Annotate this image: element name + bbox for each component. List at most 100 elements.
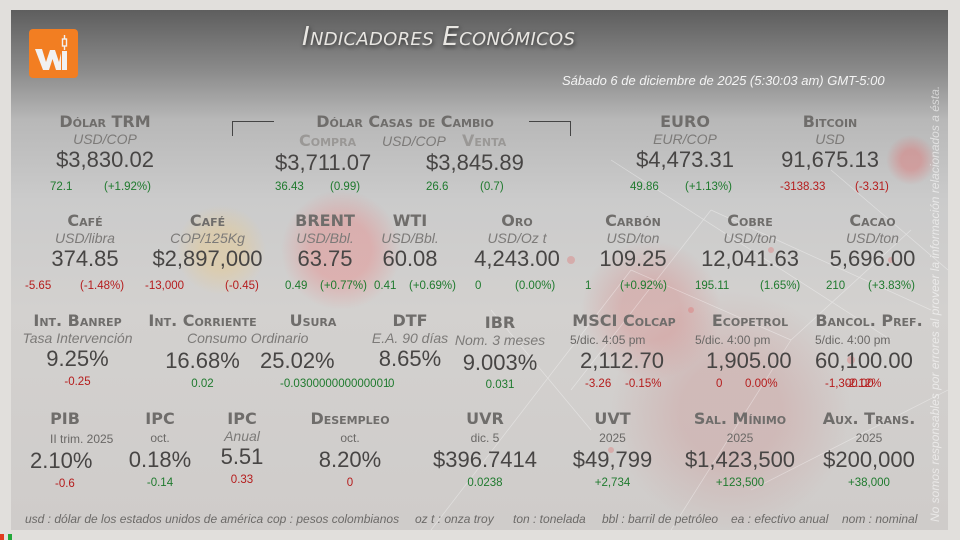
cafe-usd-change: -5.65 xyxy=(25,280,52,292)
indicator-title: Int. Corriente xyxy=(148,311,257,330)
venta-label: Venta xyxy=(462,131,507,150)
indicator-subtitle: Tasa Intervención xyxy=(22,330,133,346)
compra-change: 36.43 xyxy=(275,181,304,193)
indicator-title: PIB xyxy=(50,409,80,428)
oro-pct: (0.00%) xyxy=(515,280,556,292)
cafe-usd-pct: (-1.48%) xyxy=(80,280,125,292)
trm-change: 72.1 xyxy=(50,181,73,193)
indicator-subtitle: oct. xyxy=(340,431,360,445)
wi-logo-icon xyxy=(29,29,78,78)
indicator-subtitle: USD/ton xyxy=(723,230,777,246)
indicator-euro[interactable]: EURO EUR/COP $4,473.31 xyxy=(620,113,750,173)
indicator-subtitle: USD/ton xyxy=(606,230,660,246)
indicator-title: Bitcoin xyxy=(802,112,858,131)
indicator-cobre[interactable]: Cobre USD/ton 12,041.63 xyxy=(690,212,810,272)
indicator-title: IPC xyxy=(227,409,257,428)
indicator-cafe-usd[interactable]: Café USD/libra 374.85 xyxy=(20,212,150,272)
indicator-dtf[interactable]: DTF E.A. 90 días 8.65% xyxy=(360,312,460,372)
indicator-bitcoin[interactable]: Bitcoin USD 91,675.13 xyxy=(765,113,895,173)
indicator-ipc[interactable]: IPC oct. 0.18% -0.14 xyxy=(120,410,200,490)
indicator-change: +2,734 xyxy=(594,477,631,489)
indicator-change: 0.0238 xyxy=(467,477,503,489)
indicator-title: Usura xyxy=(289,311,337,330)
pib-value: 2.10% xyxy=(30,448,93,473)
indicator-desempleo[interactable]: Desempleo oct. 8.20% 0 xyxy=(295,410,405,490)
indicator-brent[interactable]: BRENT USD/Bbl. 63.75 xyxy=(285,212,365,272)
indicator-cacao[interactable]: Cacao USD/ton 5,696.00 xyxy=(815,212,930,272)
indicator-subtitle: dic. 5 xyxy=(470,431,500,445)
indicator-value: 109.25 xyxy=(599,246,667,271)
indicator-subtitle: Anual xyxy=(224,428,260,444)
indicator-value: $3,830.02 xyxy=(56,147,154,172)
indicator-msci-colcap[interactable]: MSCI Colcap xyxy=(565,312,683,330)
compra-value[interactable]: $3,711.07 xyxy=(275,150,372,175)
indicator-int-corriente[interactable]: Int. Corriente xyxy=(140,312,265,330)
pib-change: -0.6 xyxy=(55,478,75,490)
dtf-change: 0 xyxy=(388,378,395,390)
indicator-title: Aux. Trans. xyxy=(822,409,916,428)
indicator-salario-minimo[interactable]: Sal. Mínimo 2025 $1,423,500 +123,500 xyxy=(675,410,805,490)
indicator-subtitle: 2025 xyxy=(855,431,883,445)
indicator-usura[interactable]: Usura xyxy=(258,312,368,330)
indicator-subtitle: USD xyxy=(815,131,845,147)
indicator-value: 16.68% xyxy=(165,348,240,373)
indicator-change: -0.25 xyxy=(64,376,91,388)
indicator-subtitle: USD/Oz t xyxy=(487,230,547,246)
indicator-bancol-pref[interactable]: Bancol. Pref. xyxy=(810,312,928,330)
compra-label: Compra xyxy=(299,131,357,150)
carbon-change: 1 xyxy=(585,280,592,292)
indicator-carbon[interactable]: Carbón USD/ton 109.25 xyxy=(578,212,688,272)
indicator-oro[interactable]: Oro USD/Oz t 4,243.00 xyxy=(462,212,572,272)
indicator-pib[interactable]: PIB xyxy=(25,410,105,428)
indicator-title: Bancol. Pref. xyxy=(815,311,923,330)
indicator-value: $200,000 xyxy=(823,447,915,472)
indicator-title: MSCI Colcap xyxy=(572,311,676,330)
ecopetrol-pct: 0.00% xyxy=(745,378,778,390)
indicator-title: BRENT xyxy=(295,211,355,230)
bancol-value: 60,100.00 xyxy=(815,348,913,373)
indicator-change: 0.031 xyxy=(485,379,515,391)
indicator-subtitle: 2025 xyxy=(599,431,626,445)
indicator-title: Cobre xyxy=(727,211,773,230)
indicator-title: Café xyxy=(189,211,226,230)
venta-pct: (0.7) xyxy=(480,181,504,193)
status-marker-green xyxy=(8,534,12,540)
indicator-title: Desempleo xyxy=(310,409,390,428)
bancol-change: -1,300.00 xyxy=(825,378,874,390)
cobre-change: 195.11 xyxy=(695,280,730,292)
oro-change: 0 xyxy=(475,280,482,292)
indicator-ipc-anual[interactable]: IPC Anual 5.51 0.33 xyxy=(202,410,282,487)
corriente-value-cell: 16.68% 0.02 xyxy=(140,348,265,391)
indicator-value: 8.65% xyxy=(378,346,442,371)
indicator-value: $396.7414 xyxy=(433,447,537,472)
indicator-value: 5,696.00 xyxy=(829,246,916,271)
indicator-subtitle: COP/125Kg xyxy=(170,230,245,246)
indicator-uvr[interactable]: UVR dic. 5 $396.7414 0.0238 xyxy=(425,410,545,490)
indicator-wti[interactable]: WTI USD/Bbl. 60.08 xyxy=(370,212,450,272)
indicator-ecopetrol[interactable]: Ecopetrol xyxy=(695,312,805,330)
indicator-subtitle: USD/Bbl. xyxy=(296,230,354,246)
indicator-title: Café xyxy=(67,211,103,230)
indicator-cafe-cop[interactable]: Café COP/125Kg $2,897,000 xyxy=(140,212,275,272)
indicator-title: EURO xyxy=(660,112,710,131)
corriente-subtitle: Consumo Ordinario xyxy=(187,330,309,346)
indicator-uvt[interactable]: UVT 2025 $49,799 +2,734 xyxy=(555,410,670,490)
indicator-title: IPC xyxy=(145,409,175,428)
indicator-title: UVR xyxy=(466,409,504,428)
indicator-dolar-casas-title: Dólar Casas de Cambio xyxy=(280,113,530,131)
indicator-title: Carbón xyxy=(605,211,661,230)
bracket-right xyxy=(529,121,571,136)
legend-cop: cop : pesos colombianos xyxy=(267,512,400,526)
cafe-cop-change: -13,000 xyxy=(145,280,185,292)
indicator-auxilio-transporte[interactable]: Aux. Trans. 2025 $200,000 +38,000 xyxy=(810,410,928,490)
indicator-dolar-trm[interactable]: Dólar TRM USD/COP $3,830.02 xyxy=(40,113,170,173)
indicator-ibr[interactable]: IBR Nom. 3 meses 9.003% 0.031 xyxy=(450,314,550,392)
pib-subtitle: II trim. 2025 xyxy=(50,432,114,446)
venta-value[interactable]: $3,845.89 xyxy=(426,150,524,175)
indicator-title: Cacao xyxy=(849,211,896,230)
indicator-change: +38,000 xyxy=(848,477,890,489)
brent-pct: (+0.77%) xyxy=(320,280,367,292)
indicator-int-banrep[interactable]: Int. Banrep Tasa Intervención 9.25% -0.2… xyxy=(20,312,135,389)
indicator-subtitle: Nom. 3 meses xyxy=(454,332,546,348)
indicator-title: UVT xyxy=(594,409,631,428)
